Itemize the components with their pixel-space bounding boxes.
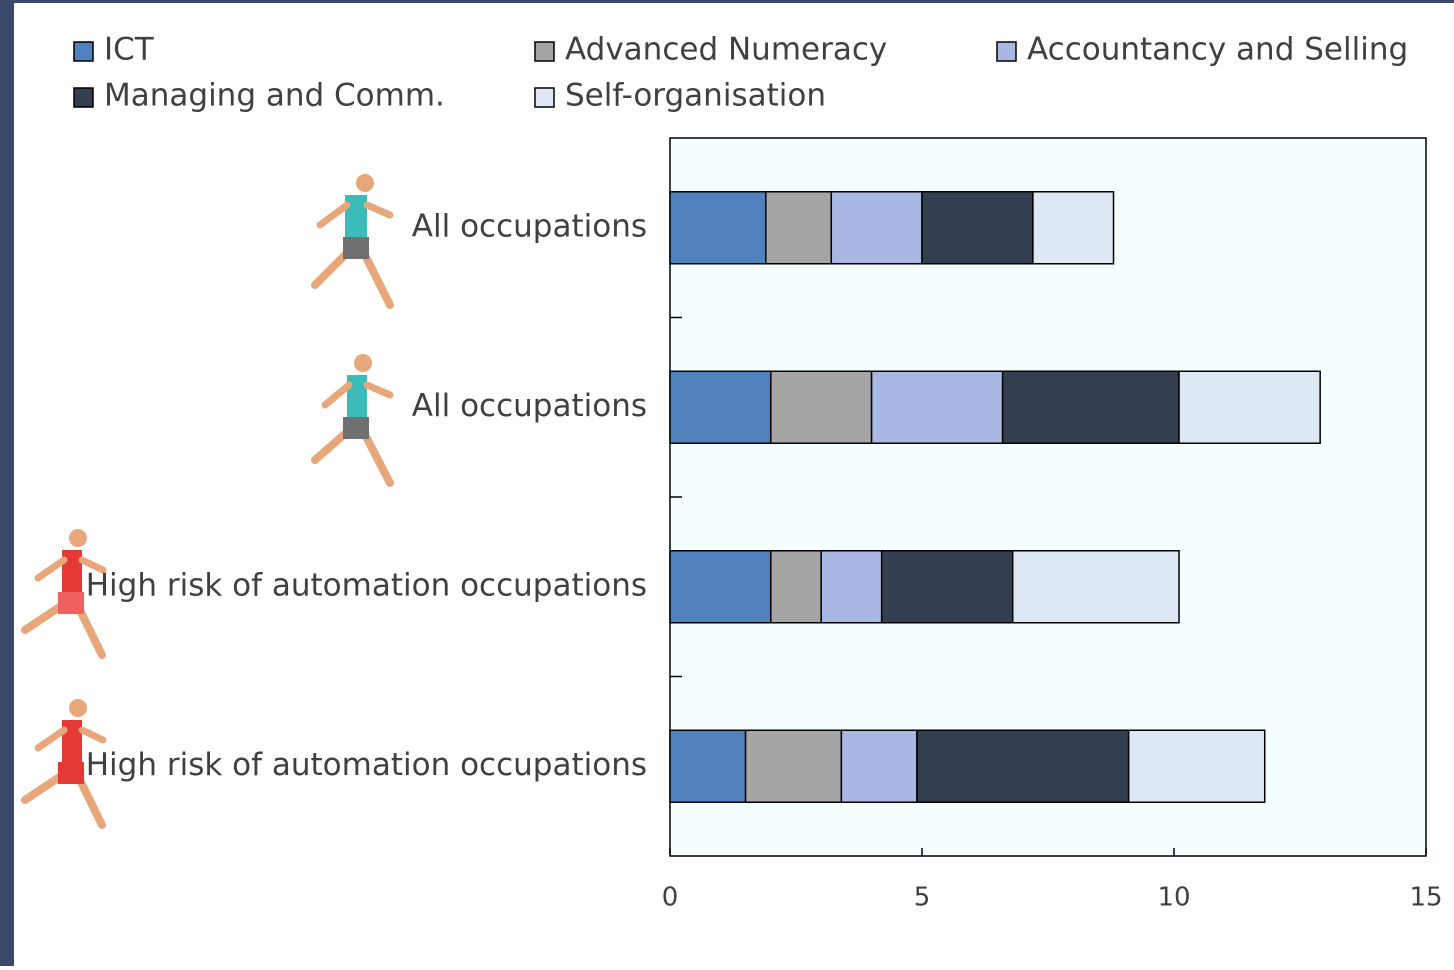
bar-segment <box>770 550 822 624</box>
bar-segment <box>765 191 833 265</box>
legend-swatch <box>996 41 1017 62</box>
x-tick-label: 0 <box>662 883 679 913</box>
bar-segment <box>1032 191 1115 265</box>
bar-segment <box>921 191 1034 265</box>
runner-icons <box>21 174 394 829</box>
y-tick-label: High risk of automation occupations <box>86 747 647 783</box>
bar-segment <box>744 729 843 803</box>
legend-swatch <box>534 87 555 108</box>
legend-swatch <box>534 41 555 62</box>
runner-icon <box>21 699 107 829</box>
bar-segment <box>1127 729 1266 803</box>
bar-segment <box>669 370 772 444</box>
legend-label: Advanced Numeracy <box>565 32 887 68</box>
legend-label: Accountancy and Selling <box>1027 32 1408 68</box>
y-tick-label: All occupations <box>412 208 647 244</box>
legend-label: ICT <box>104 32 155 68</box>
x-tick-label: 10 <box>1157 883 1190 913</box>
frame-top <box>0 0 1454 3</box>
legend-label: Self-organisation <box>565 78 826 114</box>
bar-segment <box>1011 550 1180 624</box>
bar-segment <box>770 370 873 444</box>
bar-segment <box>1001 370 1180 444</box>
y-tick-label: High risk of automation occupations <box>86 567 647 603</box>
bar-segment <box>820 550 883 624</box>
bar-segment <box>1178 370 1321 444</box>
legend-label: Managing and Comm. <box>104 78 445 114</box>
bar-segment <box>916 729 1130 803</box>
runner-icon <box>311 354 394 487</box>
bar-segment <box>669 729 747 803</box>
frame-left <box>0 0 14 966</box>
runner-icon <box>311 174 394 309</box>
bar-segment <box>669 550 772 624</box>
y-tick-label: All occupations <box>412 388 647 424</box>
legend-swatch <box>73 87 94 108</box>
runner-icon <box>21 529 107 659</box>
x-tick-label: 15 <box>1409 883 1442 913</box>
legend-swatch <box>73 41 94 62</box>
bar-segment <box>870 370 1004 444</box>
bar-segment <box>830 191 923 265</box>
x-tick-label: 5 <box>914 883 931 913</box>
bar-segment <box>880 550 1014 624</box>
bar-segment <box>840 729 918 803</box>
bar-segment <box>669 191 767 265</box>
